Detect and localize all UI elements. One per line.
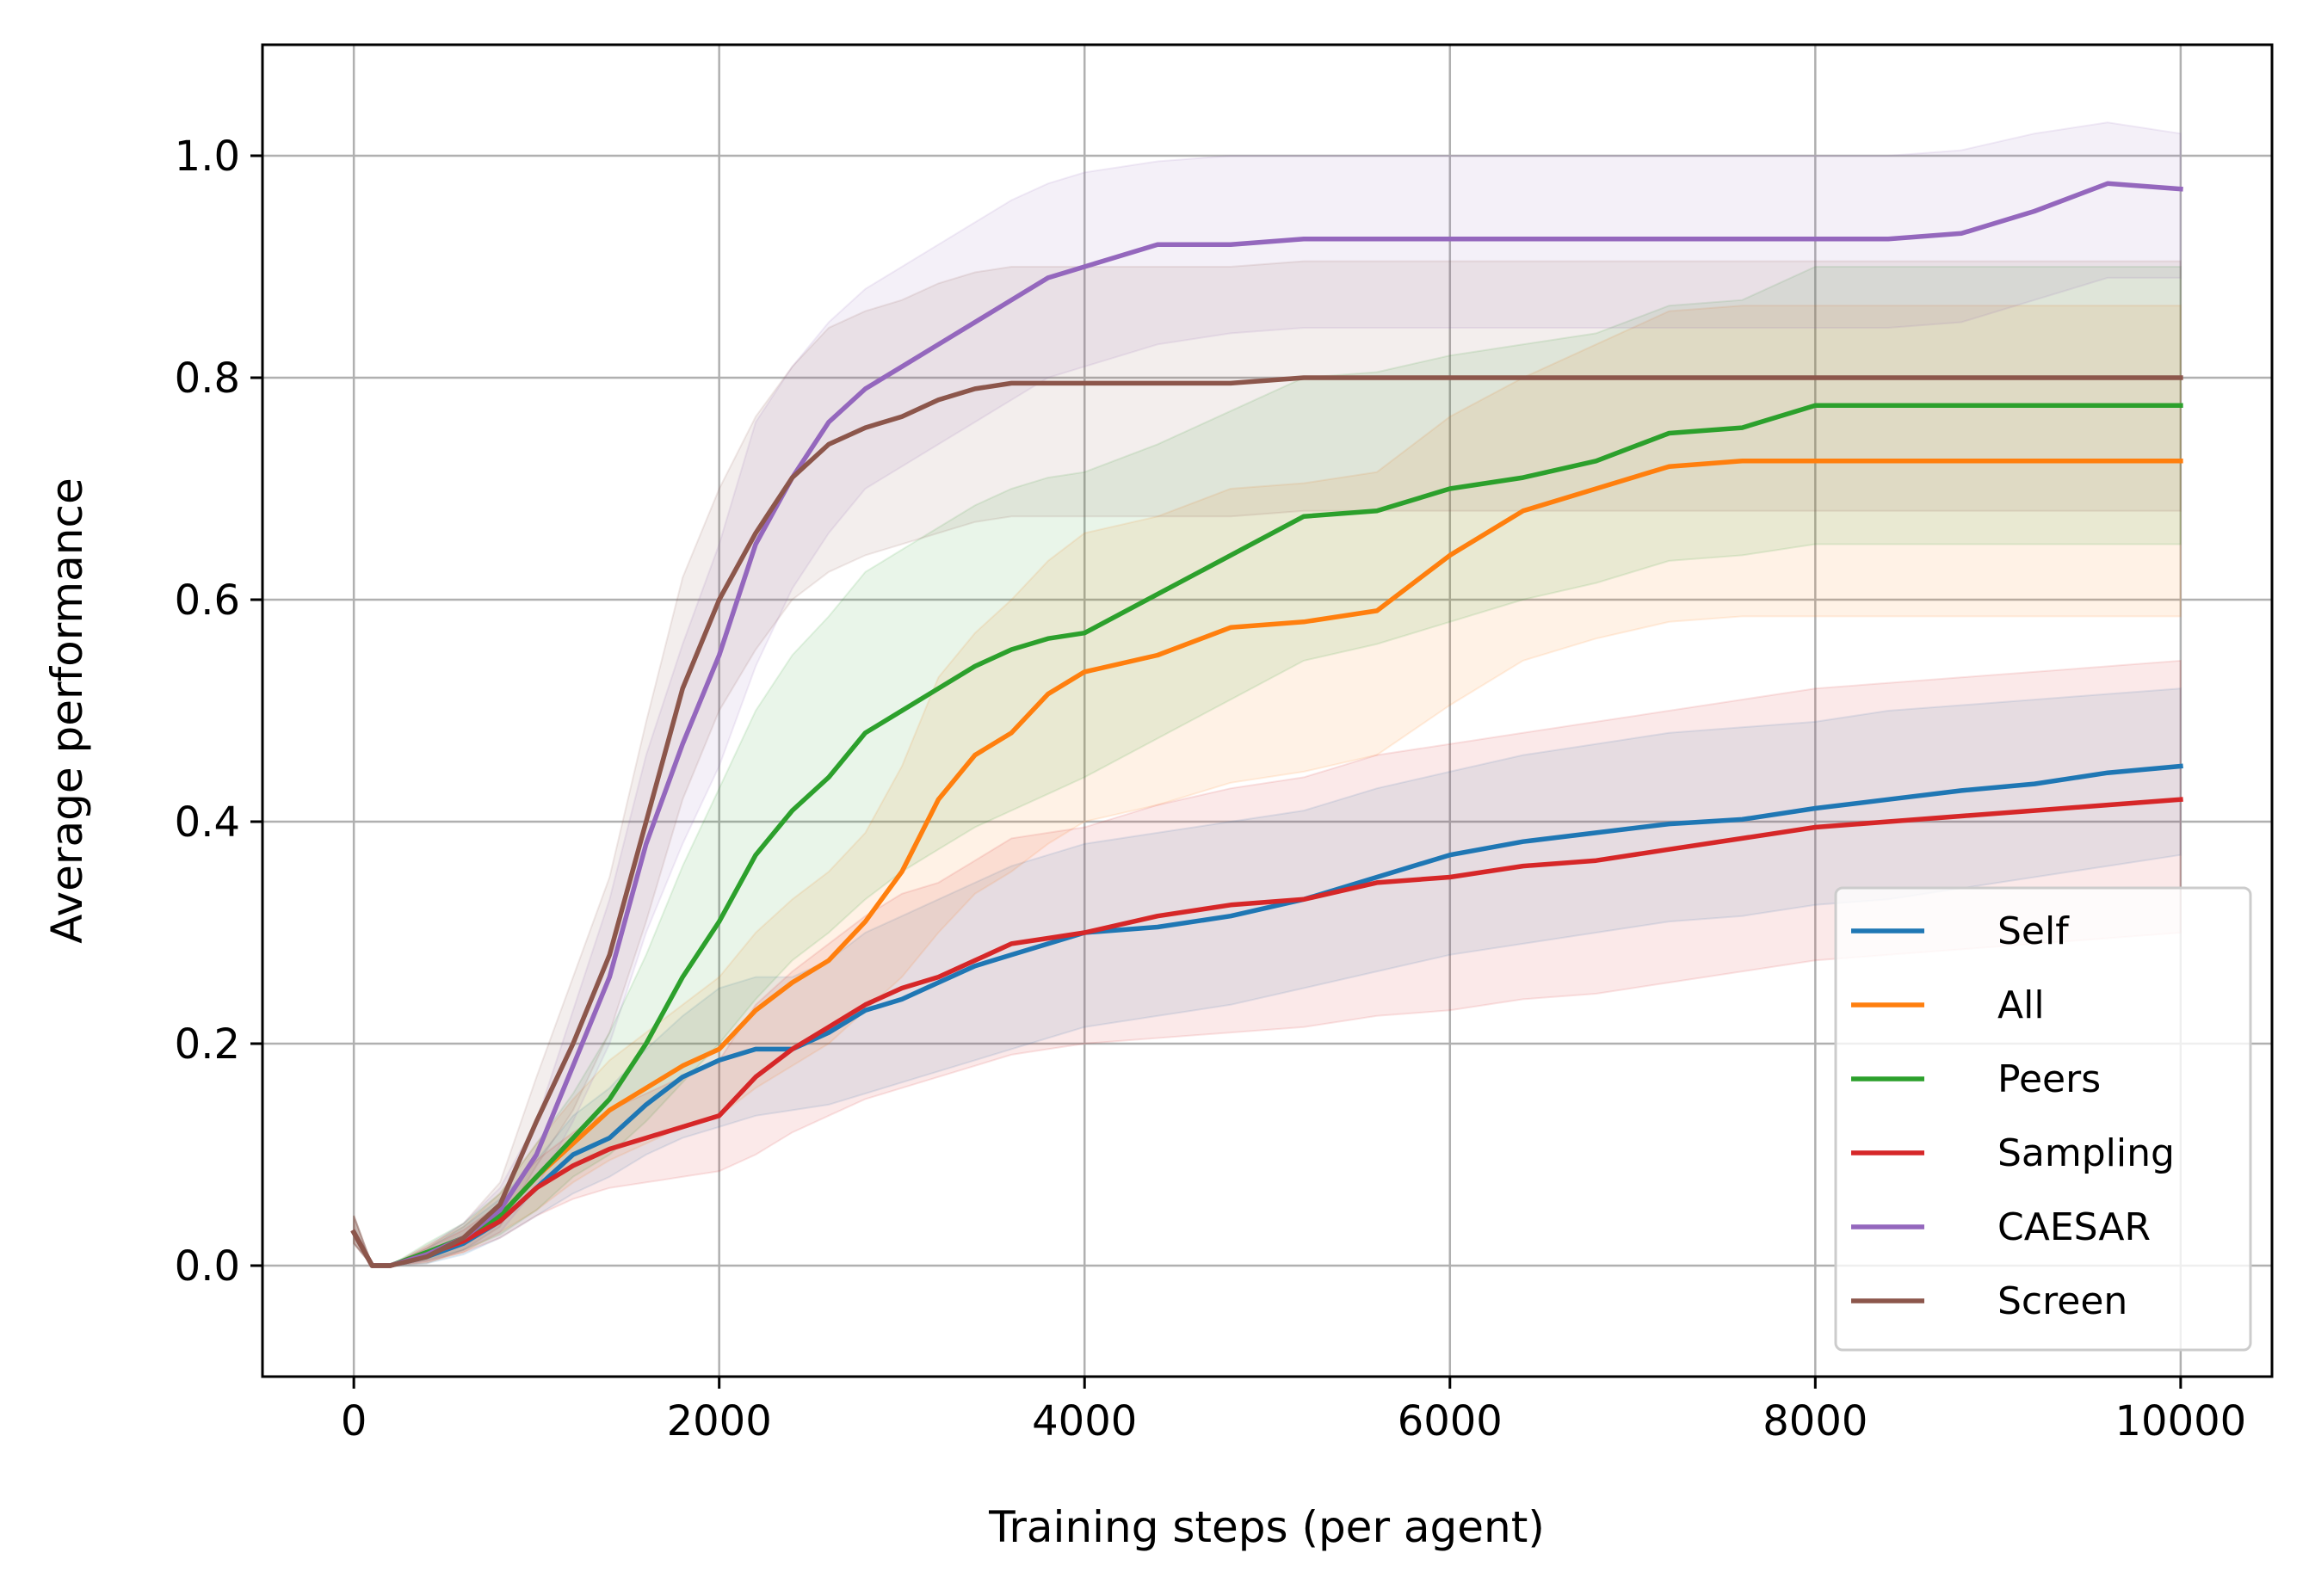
x-axis-title: Training steps (per agent)	[988, 1502, 1545, 1552]
x-tick-label: 8000	[1763, 1397, 1868, 1445]
y-tick-label: 0.8	[175, 354, 240, 403]
series-line-peers	[350, 403, 2183, 1268]
y-tick-label: 0.6	[175, 576, 240, 625]
confidence-bands	[353, 121, 2182, 1266]
band-all	[353, 305, 2182, 1266]
series-line-screen	[350, 375, 2183, 1268]
legend-label-self: Self	[1997, 909, 2070, 953]
band-self	[353, 687, 2182, 1266]
y-tick-label: 1.0	[175, 132, 240, 181]
series-line-sampling	[350, 797, 2183, 1268]
legend-label-peers: Peers	[1997, 1057, 2101, 1101]
y-tick-label: 0.2	[175, 1020, 240, 1069]
legend-label-caesar: CAESAR	[1997, 1205, 2151, 1249]
band-screen	[353, 260, 2182, 1266]
legend-label-screen: Screen	[1997, 1279, 2127, 1323]
plot-frame	[261, 43, 2274, 1378]
legend-box	[1834, 886, 2252, 1352]
y-tick-label: 0.4	[175, 798, 240, 847]
band-caesar	[353, 121, 2182, 1266]
legend-label-all: All	[1997, 983, 2045, 1027]
legend: Self All Peers Sampling CAESAR Screen	[1834, 886, 2252, 1352]
x-tick-label: 0	[341, 1397, 367, 1445]
series-lines	[350, 181, 2183, 1268]
y-tick-label: 0.0	[175, 1242, 240, 1291]
band-peers	[353, 266, 2182, 1266]
axis-ticks: 0 2000 4000 6000 8000 10000 0.0 0.2 0.4 0.6 0.8 1.0	[175, 132, 2247, 1445]
y-axis-title: Average performance	[42, 478, 92, 943]
x-tick-label: 10000	[2115, 1397, 2247, 1445]
x-tick-label: 2000	[667, 1397, 772, 1445]
x-tick-label: 4000	[1032, 1397, 1137, 1445]
series-line-caesar	[350, 181, 2183, 1268]
legend-label-sampling: Sampling	[1997, 1131, 2175, 1175]
x-tick-label: 6000	[1398, 1397, 1503, 1445]
